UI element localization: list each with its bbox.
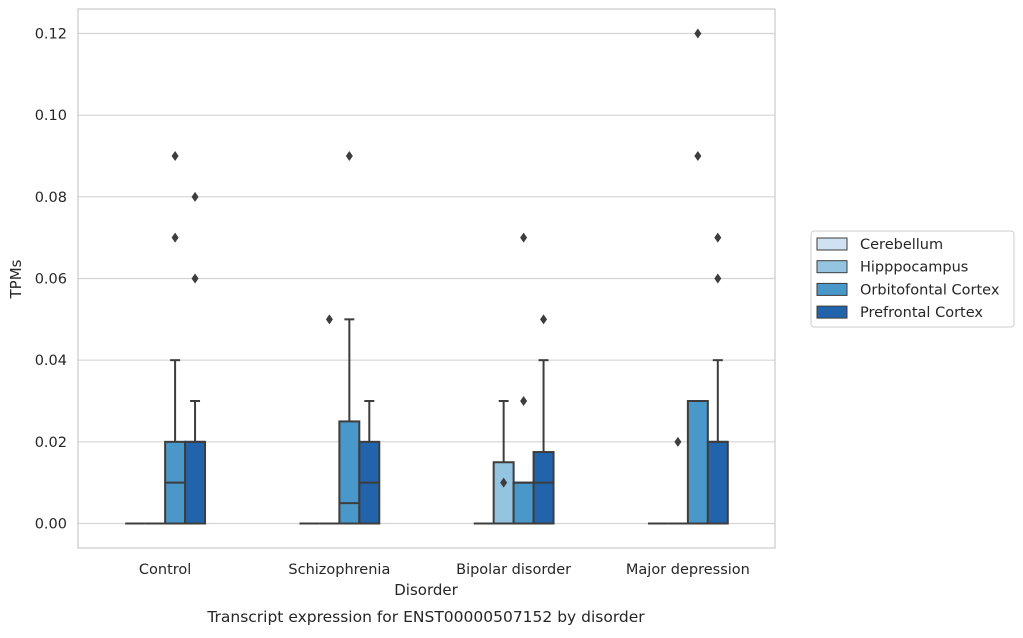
box-rect [492,461,515,525]
box-prefrontal-cortex [706,232,729,525]
x-tick-label: Major depression [626,562,750,578]
legend: Cerebellum Hipppocampus Orbitofontal Corte… [810,230,1015,328]
box-prefrontal-cortex [532,314,555,525]
outlier-point [714,232,722,243]
x-tick-labels: Control Schizophrenia Bipolar disorder Majo… [139,562,750,578]
y-tick-label: 0.04 [35,353,67,369]
y-tick-label: 0.00 [35,517,67,533]
plot-series [125,28,729,525]
box-rect [338,420,361,525]
box-rect [184,440,207,525]
box-rect [512,481,535,525]
box-rect [706,440,729,525]
legend-swatch [816,282,848,296]
legend-label: Cerebellum [860,237,943,253]
outlier-point [191,191,199,202]
box-rect [686,400,709,525]
legend-frame [810,230,1015,328]
box-orbitofontal-cortex [512,232,535,525]
outlier-point [540,314,548,325]
y-tick-label: 0.08 [35,190,67,206]
outlier-point [345,151,353,161]
box-rect [532,451,555,525]
outlier-point [694,151,702,161]
y-tick-label: 0.10 [35,108,67,124]
legend-label: Orbitofontal Cortex [860,282,1000,298]
box-prefrontal-cortex [184,191,207,525]
chart-title: Transcript expression for ENST0000050715… [206,608,645,626]
box-orbitofontal-cortex [338,151,361,525]
outlier-point [191,273,199,284]
y-tick-label: 0.06 [35,272,67,288]
x-axis-label: Disorder [394,581,458,599]
y-tick-label: 0.02 [35,435,67,451]
legend-label: Hipppocampus [860,260,968,276]
outlier-point [171,232,179,243]
outlier-point [171,151,179,161]
box-hipppocampus [492,400,515,525]
outlier-point [520,232,528,243]
box-hipppocampus [667,436,688,525]
legend-swatch [816,237,848,251]
outlier-point [520,396,528,406]
outlier-point [694,28,702,39]
plot-frame [77,8,776,549]
x-tick-label: Bipolar disorder [456,562,571,578]
legend-swatch [816,260,848,274]
box-orbitofontal-cortex [686,28,709,525]
outlier-point [500,477,508,488]
box-hipppocampus [319,314,340,525]
legend-label: Prefrontal Cortex [860,305,983,321]
legend-swatch [816,305,848,319]
y-tick-labels: 0.00 0.02 0.04 0.06 0.08 0.10 0.12 [35,27,67,533]
x-tick-label: Schizophrenia [288,562,390,578]
y-tick-label: 0.12 [35,27,67,43]
legend-items: Cerebellum Hipppocampus Orbitofontal Corte… [816,237,1000,321]
outlier-point [714,273,722,284]
box-orbitofontal-cortex [164,151,187,525]
y-axis-label: TPMs [7,259,25,299]
box-prefrontal-cortex [358,400,381,525]
outlier-point [325,314,333,325]
outlier-point [674,436,682,447]
x-tick-label: Control [139,562,191,578]
